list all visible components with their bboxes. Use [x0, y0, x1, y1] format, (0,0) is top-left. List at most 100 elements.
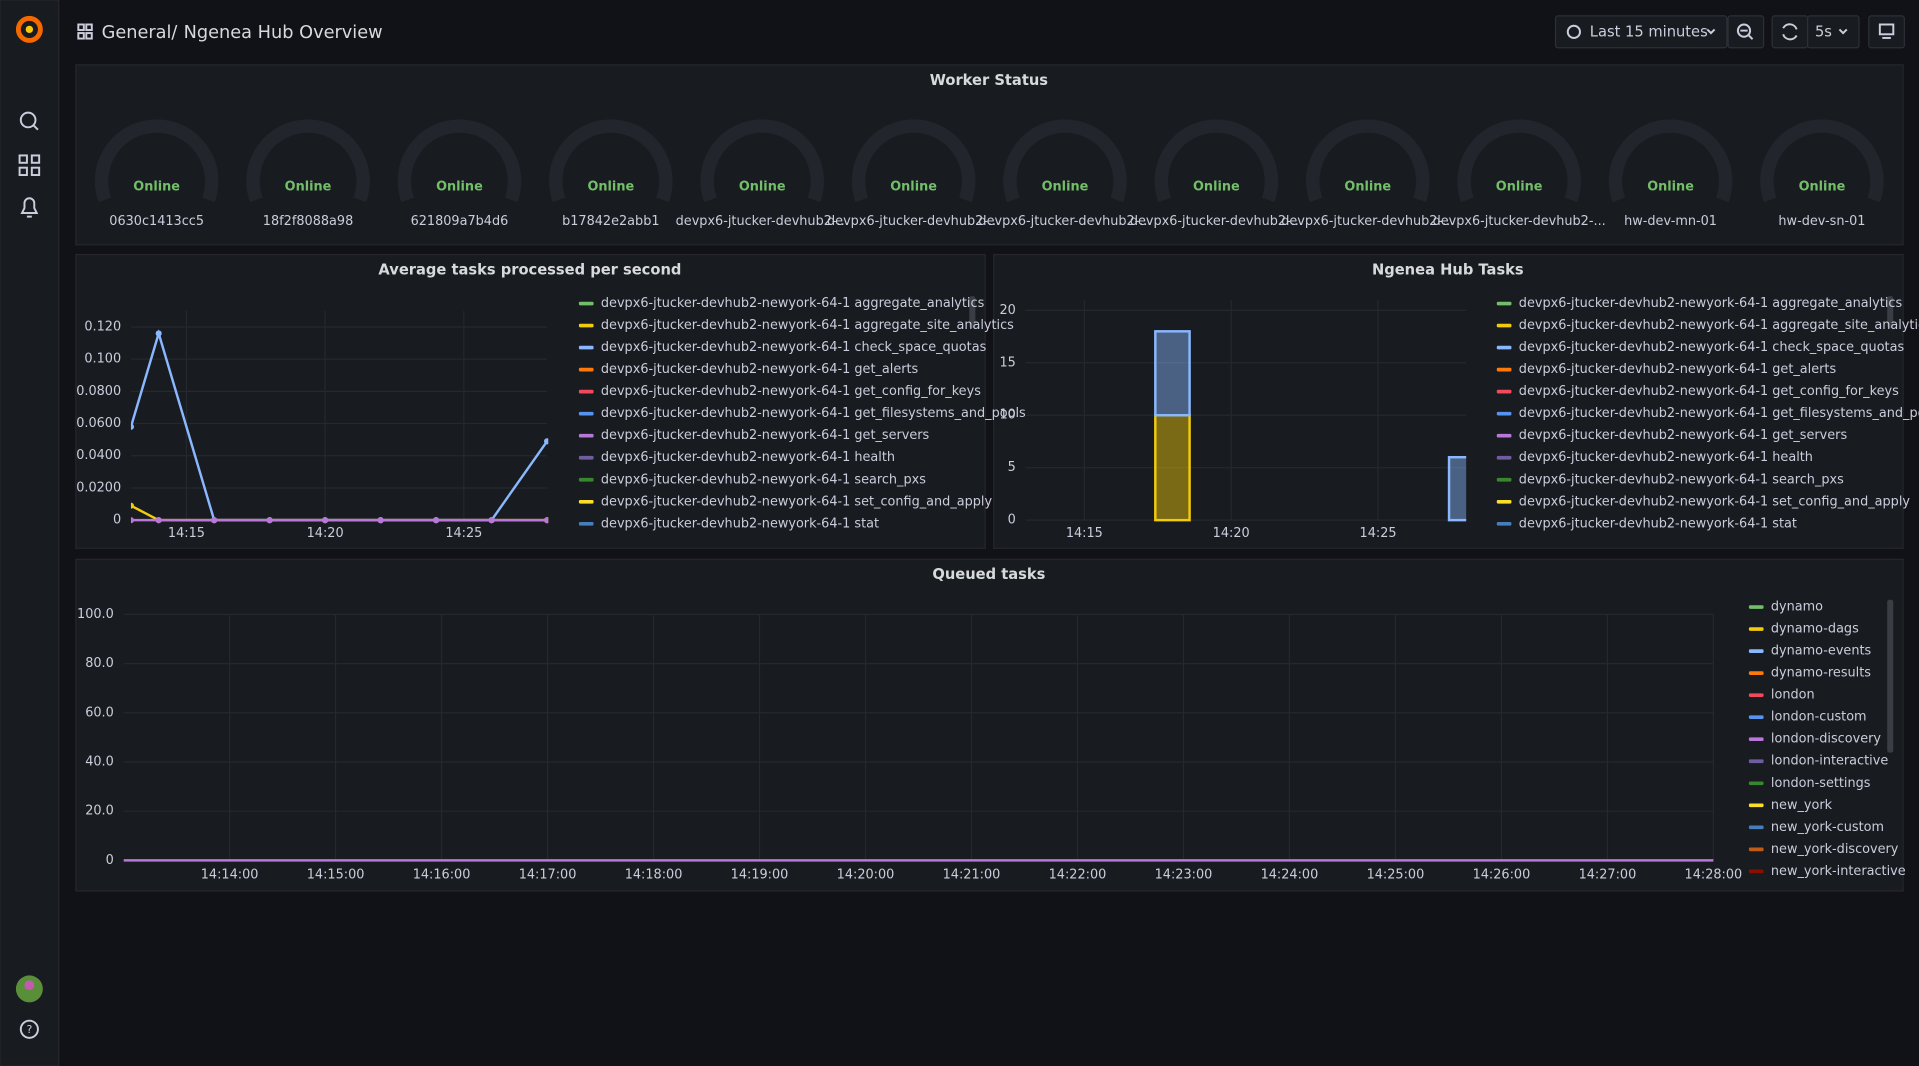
dashboard-title: Ngenea Hub Overview [184, 23, 383, 43]
zoom-out-button[interactable] [1727, 15, 1765, 49]
x-tick-label: 14:21:00 [943, 868, 1001, 883]
legend-label[interactable]: dynamo-results [1771, 666, 1871, 681]
legend-label[interactable]: london-settings [1771, 776, 1871, 791]
legend-label[interactable]: devpx6-jtucker-devhub2-newyork-64-1 aggr… [1519, 318, 1919, 333]
legend-label[interactable]: dynamo-events [1771, 644, 1872, 659]
gauge-value: Online [133, 180, 180, 195]
user-avatar[interactable] [15, 975, 43, 1003]
legend-label[interactable]: devpx6-jtucker-devhub2-newyork-64-1 stat [1519, 516, 1797, 531]
y-tick-label: 0 [106, 853, 114, 868]
legend-label[interactable]: dynamo-dags [1771, 622, 1859, 637]
breadcrumb-icon [77, 23, 93, 40]
time-picker[interactable]: Last 15 minutes [1554, 15, 1728, 49]
alerting-icon[interactable] [20, 197, 39, 218]
legend-label[interactable]: devpx6-jtucker-devhub2-newyork-64-1 get_… [601, 406, 1026, 421]
legend-swatch [1748, 825, 1764, 830]
legend-label[interactable]: devpx6-jtucker-devhub2-newyork-64-1 get_… [1519, 362, 1837, 377]
legend-label[interactable]: new_york [1771, 798, 1833, 813]
legend-label[interactable]: new_york-discovery [1771, 842, 1899, 857]
legend-swatch [1496, 477, 1512, 482]
legend-label[interactable]: devpx6-jtucker-devhub2-newyork-64-1 set_… [601, 494, 993, 509]
legend-label[interactable]: devpx6-jtucker-devhub2-newyork-64-1 get_… [1519, 406, 1919, 421]
legend-label[interactable]: devpx6-jtucker-devhub2-newyork-64-1 chec… [601, 340, 987, 355]
legend-label[interactable]: devpx6-jtucker-devhub2-newyork-64-1 get_… [601, 362, 919, 377]
gauge-track [700, 119, 825, 203]
legend-label[interactable]: dynamo [1771, 600, 1823, 615]
legend-swatch [578, 521, 594, 526]
legend-label[interactable]: new_york-custom [1771, 820, 1884, 835]
legend-swatch [1748, 649, 1764, 653]
legend-label[interactable]: devpx6-jtucker-devhub2-newyork-64-1 heal… [1519, 450, 1813, 465]
legend-label[interactable]: london-discovery [1771, 732, 1881, 747]
legend-scrollbar[interactable] [969, 296, 976, 329]
refresh-button[interactable] [1771, 15, 1809, 49]
gauge-name: devpx6-jtucker-devhub2-... [676, 214, 849, 229]
panel-title: Average tasks processed per second [378, 261, 681, 278]
legend-label[interactable]: devpx6-jtucker-devhub2-newyork-64-1 get_… [1519, 428, 1848, 443]
data-point [377, 517, 384, 524]
y-tick-label: 0.100 [84, 352, 121, 367]
legend-label[interactable]: devpx6-jtucker-devhub2-newyork-64-1 get_… [1519, 384, 1899, 399]
x-tick-label: 14:14:00 [201, 868, 259, 883]
breadcrumb-folder[interactable]: General [102, 23, 172, 43]
refresh-interval[interactable]: 5s [1807, 15, 1860, 49]
gauge-track [1154, 119, 1279, 203]
legend-label[interactable]: devpx6-jtucker-devhub2-newyork-64-1 sear… [1519, 472, 1844, 487]
tv-mode-button[interactable] [1868, 15, 1905, 49]
x-tick-label: 14:22:00 [1049, 868, 1107, 883]
gauge-name: devpx6-jtucker-devhub2-... [1281, 214, 1454, 229]
legend-label[interactable]: devpx6-jtucker-devhub2-newyork-64-1 get_… [601, 428, 930, 443]
legend-label[interactable]: devpx6-jtucker-devhub2-newyork-64-1 chec… [1519, 340, 1905, 355]
gauge-track [1003, 119, 1127, 203]
plot [1154, 330, 1467, 522]
legend-swatch [578, 389, 594, 394]
refresh-value[interactable]: 5s [1815, 23, 1832, 40]
legend-label[interactable]: london [1771, 688, 1815, 703]
legend-label[interactable]: devpx6-jtucker-devhub2-newyork-64-1 heal… [601, 450, 895, 465]
legend-label[interactable]: new_york-interactive [1771, 864, 1906, 879]
y-tick-label: 0.120 [84, 319, 121, 334]
legend-label[interactable]: devpx6-jtucker-devhub2-newyork-64-1 aggr… [601, 296, 985, 311]
gauge-track [1760, 119, 1884, 203]
panel-average-tasks [75, 253, 986, 549]
legend-scrollbar[interactable] [1887, 296, 1894, 329]
gauge-value: Online [890, 180, 937, 195]
legend-label[interactable]: devpx6-jtucker-devhub2-newyork-64-1 aggr… [601, 318, 1014, 333]
help-icon[interactable]: ? [19, 1019, 39, 1039]
legend-label[interactable]: london-interactive [1771, 754, 1888, 769]
gauge-name: 18f2f8088a98 [263, 214, 353, 229]
legend-swatch [1496, 433, 1512, 438]
legend-swatch [1496, 455, 1512, 460]
legend-swatch [578, 499, 594, 504]
x-tick-label: 14:17:00 [519, 868, 577, 883]
legend-label[interactable]: london-custom [1771, 710, 1867, 725]
legend-scrollbar[interactable] [1887, 599, 1894, 753]
gauge-value: Online [739, 180, 786, 195]
x-tick-label: 14:25 [445, 526, 482, 541]
data-point [130, 502, 135, 509]
legend-label[interactable]: devpx6-jtucker-devhub2-newyork-64-1 sear… [601, 472, 926, 487]
legend-swatch [1496, 499, 1512, 504]
x-tick-label: 14:15 [168, 526, 205, 541]
legend-label[interactable]: devpx6-jtucker-devhub2-newyork-64-1 set_… [1519, 494, 1911, 509]
legend-swatch [1496, 345, 1512, 350]
gauge-value: Online [1042, 180, 1089, 195]
gauge-name: hw-dev-mn-01 [1624, 214, 1717, 229]
grafana-logo[interactable] [15, 15, 43, 43]
x-tick-label: 14:27:00 [1579, 868, 1637, 883]
dashboards-icon[interactable] [18, 154, 41, 177]
legend-label[interactable]: devpx6-jtucker-devhub2-newyork-64-1 aggr… [1519, 296, 1903, 311]
time-range[interactable]: Last 15 minutes [1590, 23, 1708, 40]
y-tick-label: 5 [1008, 460, 1016, 475]
legend-label[interactable]: devpx6-jtucker-devhub2-newyork-64-1 stat [601, 516, 879, 531]
x-tick-label: 14:20:00 [837, 868, 895, 883]
y-tick-label: 40.0 [85, 754, 114, 769]
gauge-value: Online [1799, 180, 1846, 195]
legend-label[interactable]: devpx6-jtucker-devhub2-newyork-64-1 get_… [601, 384, 981, 399]
y-tick-label: 0.0400 [76, 448, 121, 463]
search-icon[interactable] [19, 111, 39, 131]
x-tick-label: 14:15:00 [307, 868, 365, 883]
data-point [211, 517, 218, 524]
panel-queued-tasks [75, 558, 1904, 892]
